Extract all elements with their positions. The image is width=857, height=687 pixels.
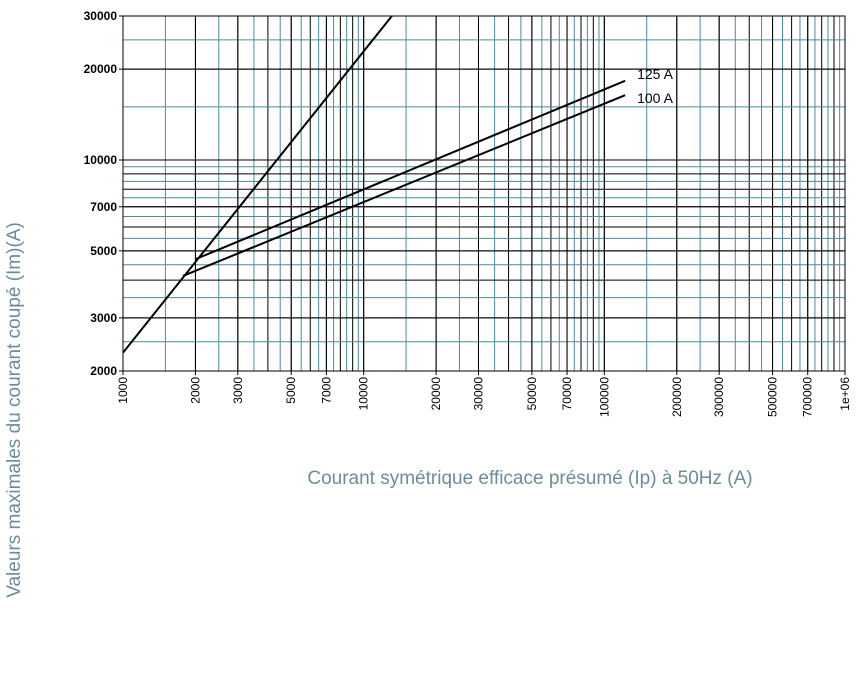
y-tick-label: 20000 <box>84 62 118 76</box>
y-tick-label: 30000 <box>84 9 118 23</box>
x-tick-label: 20000 <box>429 377 443 411</box>
x-tick-label: 50000 <box>525 377 539 411</box>
x-tick-label: 3000 <box>231 377 245 404</box>
x-tick-label: 10000 <box>357 377 371 411</box>
y-axis-label: Valeurs maximales du courant coupé (Im)(… <box>4 222 25 598</box>
series-label: 100 A <box>637 90 673 106</box>
x-tick-label: 2000 <box>188 377 202 404</box>
x-tick-label: 700000 <box>801 377 815 417</box>
y-tick-label: 3000 <box>90 311 117 325</box>
series-line <box>195 79 626 260</box>
series-line <box>182 94 626 277</box>
x-tick-label: 70000 <box>560 377 574 411</box>
x-tick-label: 30000 <box>471 377 485 411</box>
y-tick-label: 7000 <box>90 200 117 214</box>
y-tick-label: 10000 <box>84 153 118 167</box>
x-tick-label: 1e+06 <box>838 377 852 411</box>
y-tick-label: 5000 <box>90 244 117 258</box>
x-tick-label: 7000 <box>319 377 333 404</box>
y-tick-label: 2000 <box>90 364 117 378</box>
x-tick-label: 5000 <box>284 377 298 404</box>
plot-frame <box>122 15 846 372</box>
series-line <box>123 16 393 354</box>
x-axis-label: Courant symétrique efficace présumé (Ip)… <box>307 468 752 489</box>
x-tick-label: 1000 <box>116 377 130 404</box>
series-label: 125 A <box>637 66 673 82</box>
x-tick-label: 500000 <box>766 377 780 417</box>
x-tick-label: 200000 <box>670 377 684 417</box>
x-tick-label: 100000 <box>597 377 611 417</box>
x-tick-label: 300000 <box>712 377 726 417</box>
